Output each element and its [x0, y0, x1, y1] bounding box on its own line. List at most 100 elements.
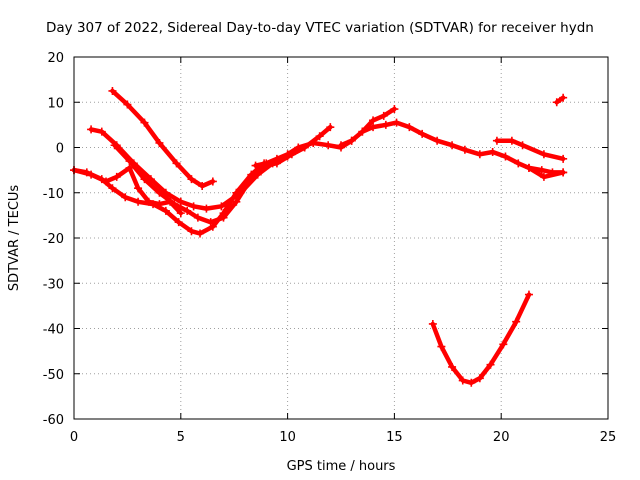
- data-point: [247, 170, 256, 179]
- chart-title: Day 307 of 2022, Sidereal Day-to-day VTE…: [46, 20, 594, 36]
- data-point: [337, 141, 345, 150]
- data-point: [208, 222, 217, 231]
- data-point: [283, 150, 292, 159]
- data-point: [379, 111, 388, 120]
- y-tick-label: -50: [43, 368, 64, 383]
- data-point: [475, 374, 484, 383]
- data-point: [217, 202, 226, 211]
- data-point: [428, 319, 437, 328]
- data-point: [187, 227, 196, 236]
- data-point: [369, 116, 378, 125]
- data-point: [524, 163, 533, 172]
- data-point: [501, 152, 510, 161]
- data-point: [448, 141, 457, 150]
- data-point: [392, 118, 401, 127]
- data-point: [514, 159, 523, 168]
- data-point: [537, 166, 546, 175]
- data-point: [125, 157, 134, 166]
- data-point: [369, 123, 378, 132]
- grid: [74, 57, 608, 419]
- data-point: [232, 188, 241, 197]
- data-point: [219, 209, 228, 218]
- data-point: [108, 184, 117, 193]
- data-point: [381, 120, 390, 129]
- data-point: [492, 136, 501, 145]
- x-tick-labels: 0 5 10 15 20 25: [70, 430, 616, 445]
- x-tick-label: 10: [279, 430, 296, 445]
- y-tick-label: -60: [43, 413, 64, 428]
- y-tick-label: -20: [43, 232, 64, 247]
- y-tick-label: -30: [43, 277, 64, 292]
- data-point: [309, 138, 318, 147]
- x-tick-label: 25: [600, 430, 617, 445]
- data-point: [108, 86, 117, 95]
- data-point: [102, 177, 111, 186]
- data-point: [524, 290, 533, 299]
- data-point: [155, 200, 164, 209]
- y-tick-label: -10: [43, 187, 64, 202]
- plot-frame: [73, 56, 609, 420]
- data-point: [155, 188, 164, 197]
- data-point: [140, 175, 149, 184]
- data-series-trace-5: [71, 165, 184, 216]
- data-series-trace-4: [71, 161, 267, 236]
- data-point: [437, 342, 446, 351]
- data-point: [518, 141, 527, 150]
- data-point: [475, 150, 484, 159]
- data-point: [183, 206, 192, 215]
- x-tick-label: 20: [493, 430, 510, 445]
- y-tick-label: 0: [56, 142, 64, 157]
- data-point: [123, 100, 132, 109]
- data-point: [134, 197, 143, 206]
- y-tick-label: -40: [43, 323, 64, 338]
- y-tick-label: 10: [47, 96, 64, 111]
- data-point: [448, 362, 457, 371]
- data-point: [294, 143, 303, 152]
- data-series-trace-1: [110, 88, 216, 189]
- data-point: [198, 181, 207, 190]
- data-point: [559, 154, 568, 163]
- data-point: [121, 193, 130, 202]
- data-point: [232, 197, 241, 206]
- data-point: [134, 184, 143, 193]
- data-point: [539, 172, 548, 181]
- data-point: [176, 209, 185, 218]
- data-point: [507, 136, 516, 145]
- data-point: [161, 206, 170, 215]
- data-point: [176, 197, 185, 206]
- x-tick-label: 15: [386, 430, 403, 445]
- data-point: [324, 141, 333, 150]
- data-point: [206, 218, 215, 227]
- data-point: [539, 150, 548, 159]
- data-point: [174, 218, 183, 227]
- data-traces: [70, 86, 568, 387]
- data-point: [262, 159, 271, 168]
- data-point: [418, 129, 427, 138]
- data-point: [202, 204, 211, 213]
- data-point: [251, 161, 260, 170]
- data-point: [460, 145, 469, 154]
- data-point: [559, 168, 568, 177]
- data-point: [87, 170, 96, 179]
- y-axis-label: SDTVAR / TECUs: [7, 185, 22, 292]
- data-point: [140, 118, 149, 127]
- data-point: [196, 229, 205, 238]
- data-point: [87, 125, 96, 134]
- data-point: [172, 159, 181, 168]
- data-point: [189, 202, 198, 211]
- data-point: [125, 163, 134, 172]
- y-tick-label: 20: [47, 51, 64, 66]
- data-point: [433, 136, 442, 145]
- data-point: [347, 136, 356, 145]
- data-point: [512, 317, 521, 326]
- data-point: [488, 148, 497, 157]
- data-point: [358, 127, 367, 136]
- data-point: [193, 213, 202, 222]
- data-point: [559, 93, 568, 102]
- data-point: [552, 98, 561, 107]
- data-point: [326, 123, 335, 132]
- y-tick-labels: -60 -50 -40 -30 -20 -10 0 10 20: [43, 51, 64, 428]
- data-point: [155, 138, 164, 147]
- data-point: [405, 123, 414, 132]
